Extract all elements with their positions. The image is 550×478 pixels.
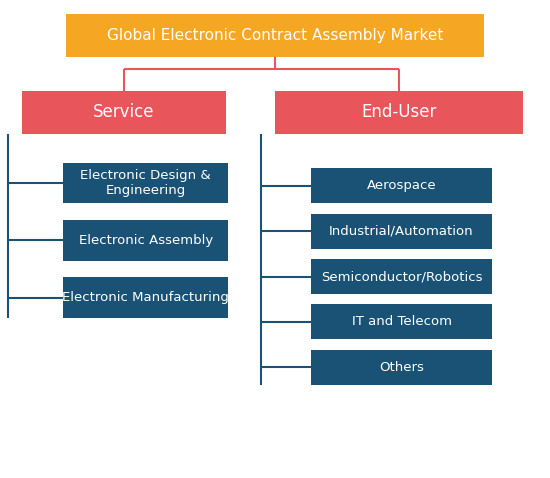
Text: Industrial/Automation: Industrial/Automation	[329, 225, 474, 238]
FancyBboxPatch shape	[66, 14, 484, 57]
FancyBboxPatch shape	[311, 350, 492, 385]
FancyBboxPatch shape	[311, 214, 492, 249]
FancyBboxPatch shape	[63, 220, 228, 261]
Text: Electronic Manufacturing: Electronic Manufacturing	[62, 291, 229, 304]
FancyBboxPatch shape	[311, 168, 492, 203]
FancyBboxPatch shape	[22, 91, 226, 134]
FancyBboxPatch shape	[63, 163, 228, 203]
Text: Others: Others	[379, 361, 424, 374]
Text: Service: Service	[93, 103, 155, 121]
Text: End-User: End-User	[361, 103, 437, 121]
Text: Electronic Assembly: Electronic Assembly	[79, 234, 213, 247]
FancyBboxPatch shape	[311, 304, 492, 339]
Text: Aerospace: Aerospace	[367, 179, 436, 192]
Text: Electronic Design &
Engineering: Electronic Design & Engineering	[80, 169, 211, 197]
Text: Semiconductor/Robotics: Semiconductor/Robotics	[321, 270, 482, 283]
FancyBboxPatch shape	[311, 259, 492, 294]
Text: IT and Telecom: IT and Telecom	[351, 315, 452, 328]
FancyBboxPatch shape	[63, 277, 228, 318]
Text: Global Electronic Contract Assembly Market: Global Electronic Contract Assembly Mark…	[107, 28, 443, 43]
FancyBboxPatch shape	[275, 91, 522, 134]
